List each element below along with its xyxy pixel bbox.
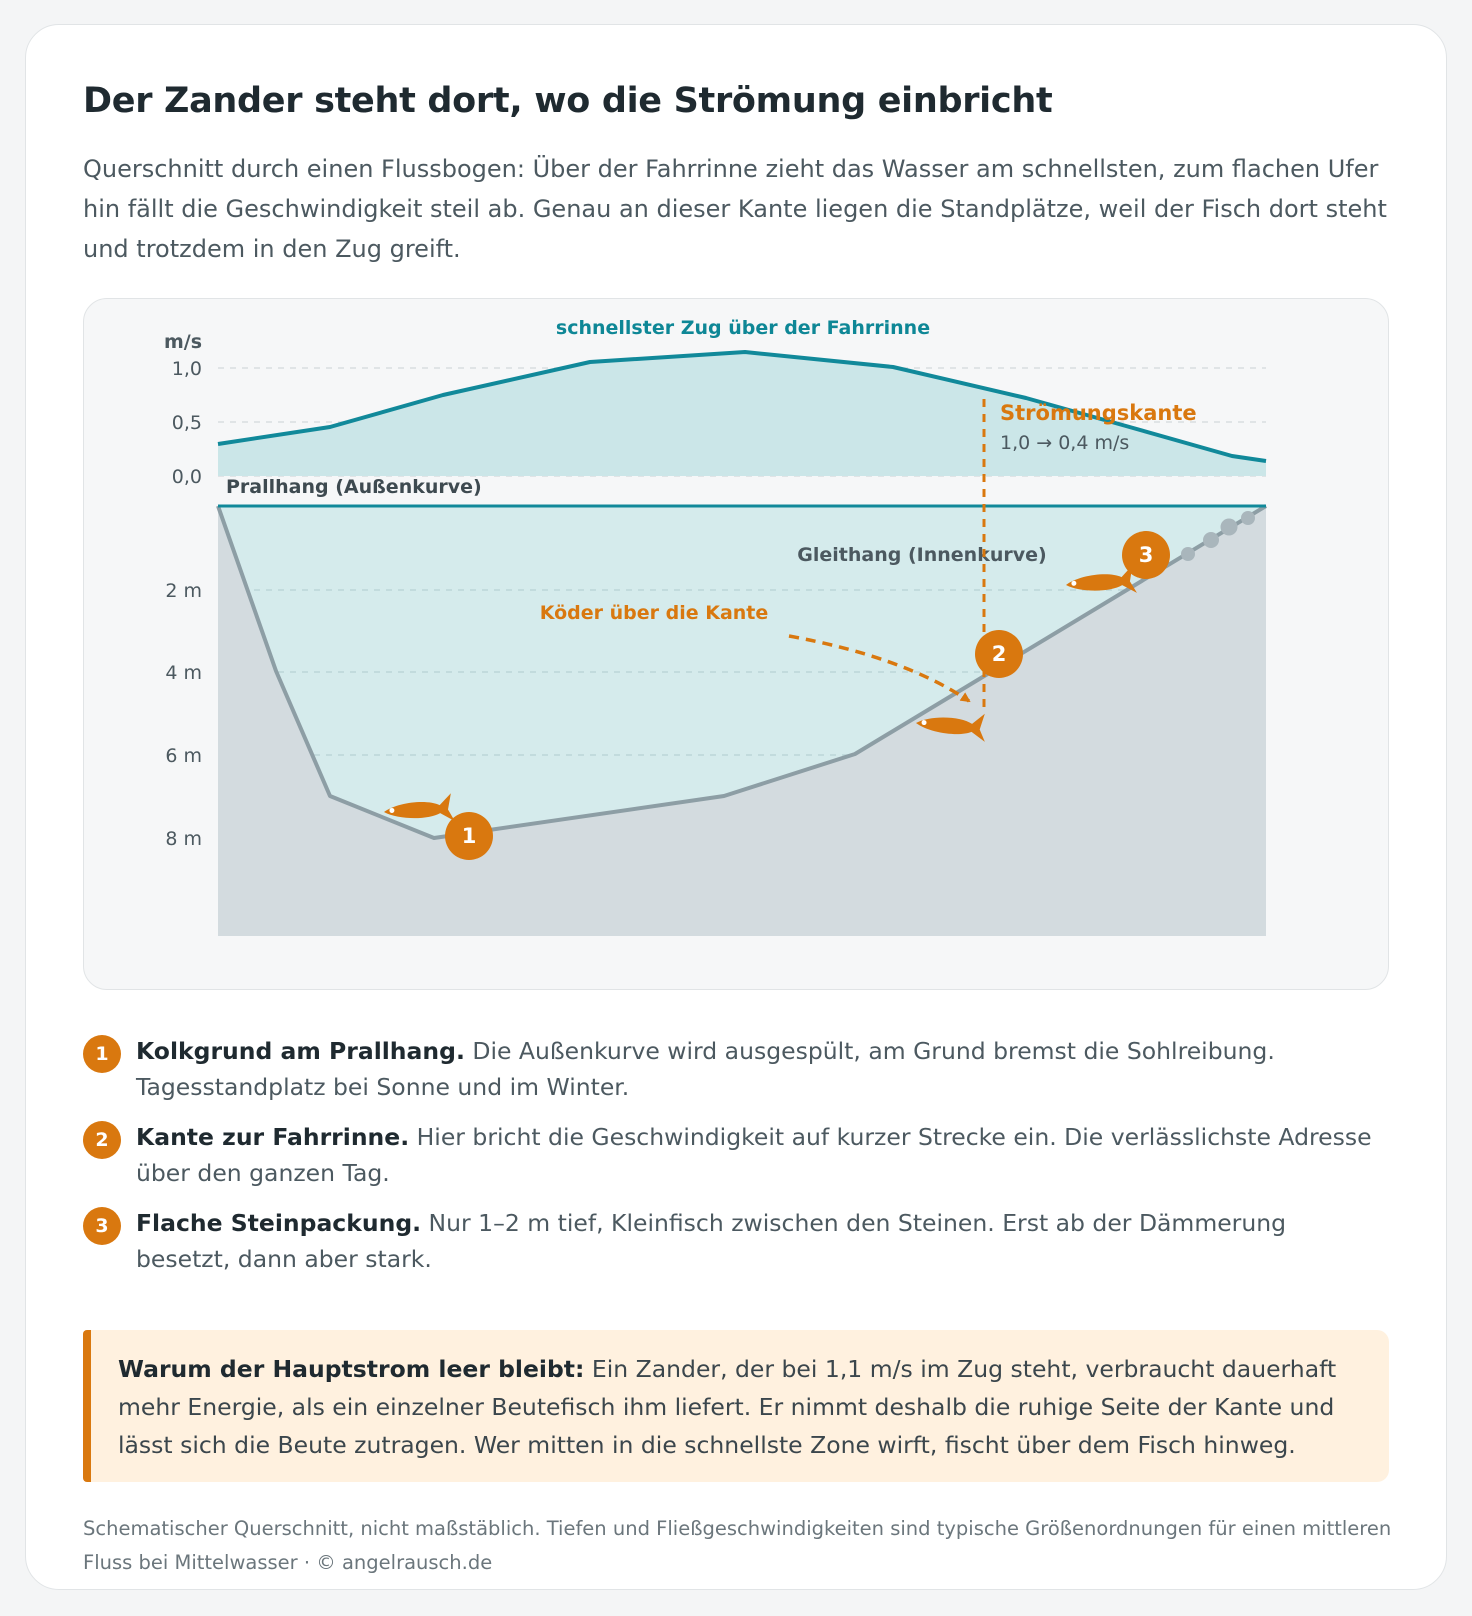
callout-text: Ein Zander, der bei 1,1 m/s im Zug steht… [118,1355,1337,1459]
river-bed-line [216,504,1268,840]
velocity-unit-label: m/s [164,331,202,353]
legend-item-text: Nur 1–2 m tief, Kleinfisch zwischen den … [136,1209,1287,1273]
velocity-tick-label: 0,0 [172,466,202,488]
legend-number-badge: 3 [83,1207,121,1245]
depth-tick-label: 2 m [165,580,202,602]
fish-icon [916,713,985,742]
current-edge-value: 1,0 → 0,4 m/s [1000,432,1129,454]
stone-packing [1181,511,1255,561]
outer-bank-label: Prallhang (Außenkurve) [226,476,482,498]
depth-tick-label: 4 m [165,662,202,684]
spot-marker-1: 1 [445,812,493,860]
velocity-peak-label: schnellster Zug über der Fahrrinne [556,317,930,339]
page-title: Der Zander steht dort, wo die Strömung e… [83,81,1053,121]
legend-number-badge: 1 [83,1035,121,1073]
lure-label: Köder über die Kante [540,602,769,624]
diagram-svg: m/s 1,0 0,5 0,0 2 m 4 m 6 m 8 m schnells… [164,317,1268,936]
water-body [218,506,1266,838]
river-bed [218,506,1266,936]
current-edge-title: Strömungskante [1000,401,1197,425]
legend-item-title: Kante zur Fahrrinne. [136,1123,410,1151]
legend-item-title: Flache Steinpackung. [136,1209,422,1237]
velocity-profile-line [217,350,1267,463]
article-card: Der Zander steht dort, wo die Strömung e… [25,24,1447,1590]
svg-text:3: 3 [1139,543,1154,567]
info-callout: Warum der Hauptstrom leer bleibt: Ein Za… [83,1330,1389,1482]
svg-text:1: 1 [462,824,477,848]
velocity-tick-label: 0,5 [172,412,202,434]
intro-text: Querschnitt durch einen Flussbogen: Über… [83,155,1387,263]
lure-path-arrow [788,634,971,703]
legend-number-badge: 2 [83,1121,121,1159]
inner-bank-label: Gleithang (Innenkurve) [797,544,1046,566]
depth-tick-label: 6 m [165,745,202,767]
callout-title: Warum der Hauptstrom leer bleibt: [118,1355,585,1383]
velocity-profile-area [218,352,1266,476]
svg-text:2: 2 [992,642,1007,666]
legend-item-title: Kolkgrund am Prallhang. [136,1037,465,1065]
legend-item-text: Hier bricht die Geschwindigkeit auf kurz… [136,1123,1372,1187]
depth-tick-label: 8 m [165,828,202,850]
fish-icon [384,793,455,822]
fish-icon [1066,565,1137,593]
river-cross-section-diagram: m/s 1,0 0,5 0,0 2 m 4 m 6 m 8 m schnells… [83,298,1389,990]
legend-item-text: Die Außenkurve wird ausgespült, am Grund… [136,1037,1275,1101]
spot-marker-2: 2 [975,630,1023,678]
spot-marker-3: 3 [1122,531,1170,579]
velocity-tick-label: 1,0 [172,358,202,380]
footer-note: Schematischer Querschnitt, nicht maßstäb… [83,1517,1392,1574]
